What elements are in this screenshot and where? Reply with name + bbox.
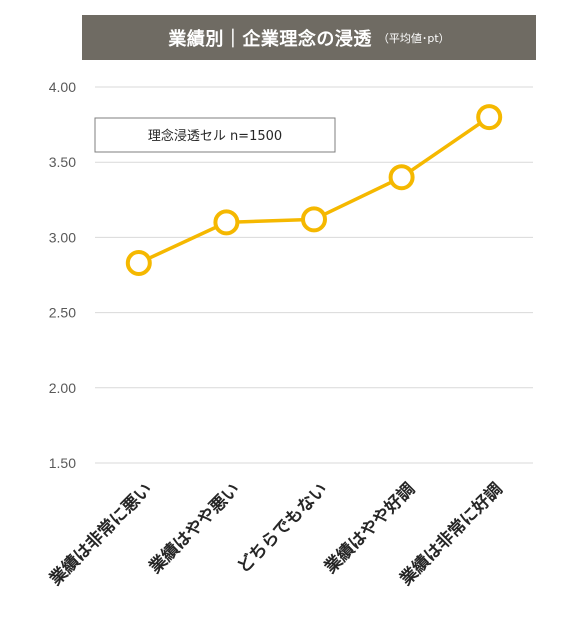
data-point — [213, 209, 240, 236]
legend-entry: 理念浸透セル n=1500 — [148, 128, 282, 144]
series-line-layer — [125, 104, 503, 276]
y-axis-ticks: 1.50 2.00 2.50 3.00 3.50 4.00 — [49, 79, 76, 471]
data-point — [476, 104, 503, 131]
y-tick-label: 3.50 — [49, 154, 76, 170]
y-tick-label: 1.50 — [49, 455, 76, 471]
chart-title-bar: 業績別｜企業理念の浸透 （平均値･pt） — [82, 15, 536, 60]
y-tick-label: 4.00 — [49, 79, 76, 95]
x-tick-label: 業績はやや悪い — [145, 479, 244, 578]
data-point — [388, 164, 415, 191]
legend: 理念浸透セル n=1500 — [94, 117, 336, 153]
x-tick-label: 業績は非常に悪い — [45, 479, 156, 590]
chart-subtitle: （平均値･pt） — [377, 31, 450, 45]
gridlines — [95, 86, 533, 464]
y-tick-label: 2.00 — [49, 380, 76, 396]
y-tick-label: 2.50 — [49, 305, 76, 321]
x-tick-label: 業績はやや好調 — [320, 479, 419, 578]
y-tick-label: 3.00 — [49, 229, 76, 245]
chart-title: 業績別｜企業理念の浸透 — [168, 28, 372, 50]
data-point — [301, 206, 327, 233]
legend-box — [94, 117, 336, 153]
data-point — [125, 249, 152, 276]
x-tick-label: どちらでもない — [234, 479, 332, 577]
